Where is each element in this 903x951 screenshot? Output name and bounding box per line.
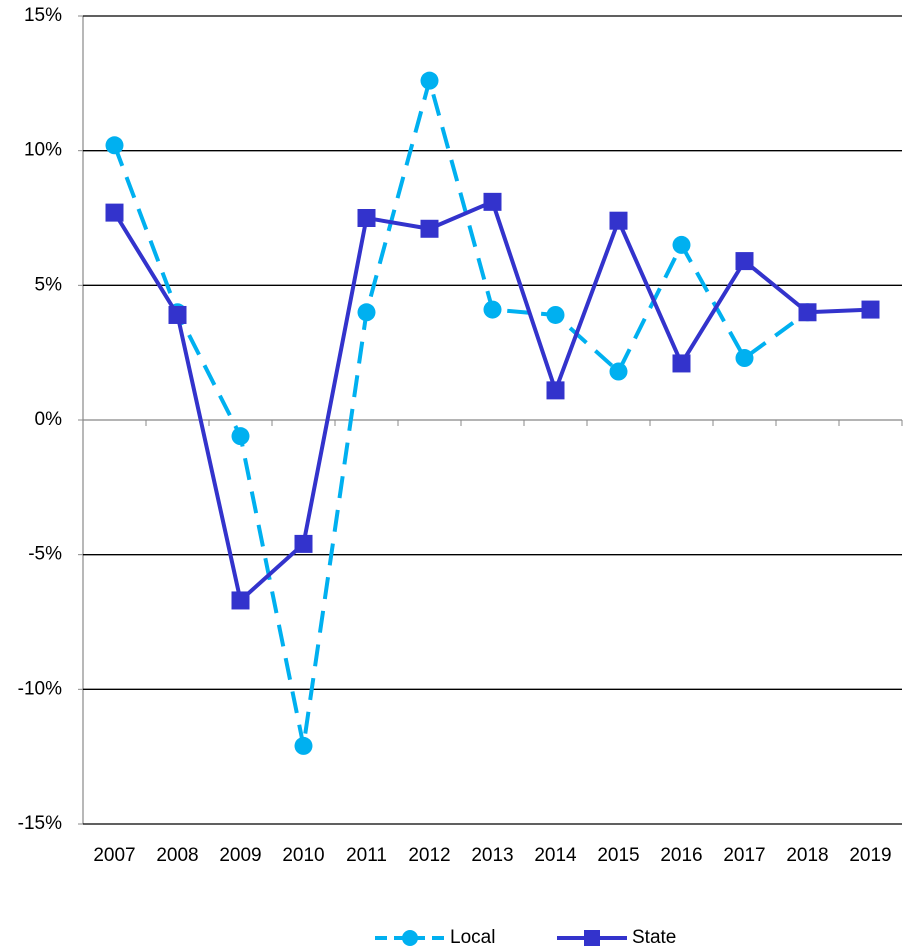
x-tick-label: 2019 [849,845,891,866]
y-tick-label: 0% [35,409,63,430]
series-line [112,73,809,747]
point [420,219,439,238]
point [294,736,313,755]
point [798,303,817,322]
point [357,303,376,322]
x-tick-label: 2017 [723,845,765,866]
x-tick-label: 2018 [786,845,828,866]
x-tick-label: 2014 [534,845,577,866]
y-tick-label: 5% [35,274,63,295]
point [231,591,250,610]
y-tick-label: 15% [24,5,62,26]
y-tick-label: 10% [24,140,62,161]
point [609,362,628,381]
y-tick-label: -10% [18,678,62,699]
point [735,252,754,271]
point [735,349,754,368]
x-tick-label: 2012 [408,845,450,866]
y-tick-label: -5% [28,544,62,565]
point [357,209,376,227]
point [861,300,880,319]
y-tick-label: -15% [18,813,62,834]
point [105,203,124,222]
x-tick-label: 2007 [93,845,135,866]
x-tick-label: 2010 [282,845,324,866]
legend-label: State [632,927,676,948]
point [105,136,124,155]
point [546,381,565,400]
x-tick-label: 2009 [219,845,261,866]
point [231,427,250,446]
point [420,71,439,90]
x-tick-label: 2016 [660,845,702,866]
point [546,305,565,324]
point [483,300,502,319]
x-tick-label: 2015 [597,845,639,866]
x-tick-label: 2011 [346,845,387,866]
point [609,211,628,230]
legend-marker [584,930,600,946]
legend-label: Local [450,927,495,948]
point [294,534,313,553]
point [168,305,187,324]
x-tick-label: 2008 [156,845,198,866]
series-line [112,199,871,605]
point [672,235,691,254]
point [483,192,502,211]
point [672,354,691,373]
x-tick-label: 2013 [471,845,513,866]
legend-marker [402,930,418,946]
